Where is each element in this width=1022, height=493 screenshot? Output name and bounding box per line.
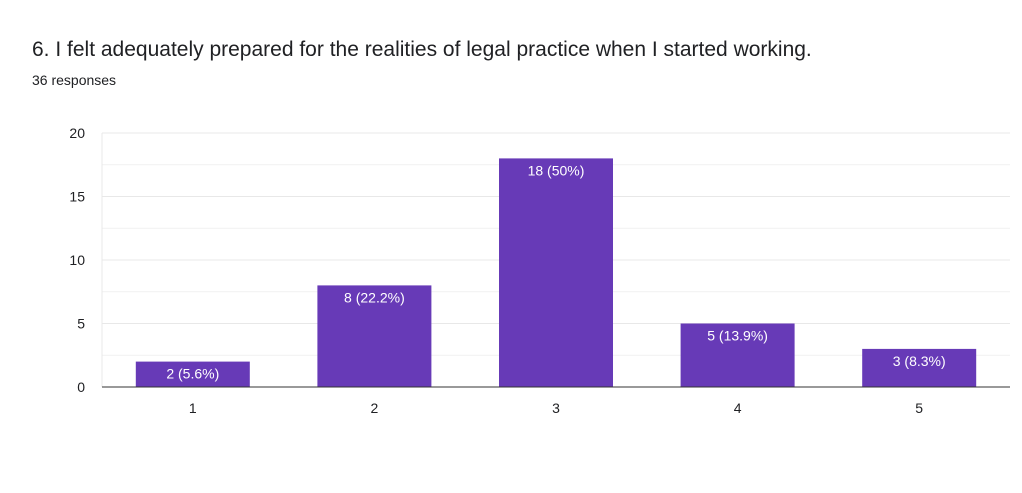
- bar-2: [317, 285, 432, 387]
- x-tick-label: 4: [734, 400, 742, 416]
- bar-1: [135, 361, 250, 387]
- y-tick-label: 10: [69, 252, 85, 268]
- bar-data-label: 3 (8.3%): [893, 353, 946, 369]
- bar-data-label: 2 (5.6%): [166, 366, 219, 382]
- y-axis-ticks: 0 5 10 15 20: [69, 125, 85, 395]
- bar-data-label: 8 (22.2%): [344, 289, 405, 305]
- bar-5: [862, 348, 977, 387]
- bar-3: [499, 158, 613, 387]
- bar-data-label: 18 (50%): [528, 162, 585, 178]
- question-title: 6. I felt adequately prepared for the re…: [32, 38, 812, 61]
- bar-data-labels: 2 (5.6%) 8 (22.2%) 18 (50%) 5 (13.9%) 3 (8.3…: [166, 162, 945, 381]
- x-axis-ticks: 1 2 3 4 5: [189, 400, 923, 416]
- x-tick-label: 5: [915, 400, 923, 416]
- y-tick-label: 5: [77, 316, 85, 332]
- bar-data-label: 5 (13.9%): [707, 328, 768, 344]
- x-tick-label: 2: [371, 400, 379, 416]
- x-tick-label: 1: [189, 400, 197, 416]
- y-tick-label: 15: [69, 189, 85, 205]
- response-count: 36 responses: [32, 72, 117, 88]
- bar-4: [680, 323, 795, 387]
- y-tick-label: 0: [77, 379, 85, 395]
- bars: [135, 158, 977, 387]
- x-tick-label: 3: [552, 400, 560, 416]
- y-tick-label: 20: [69, 125, 85, 141]
